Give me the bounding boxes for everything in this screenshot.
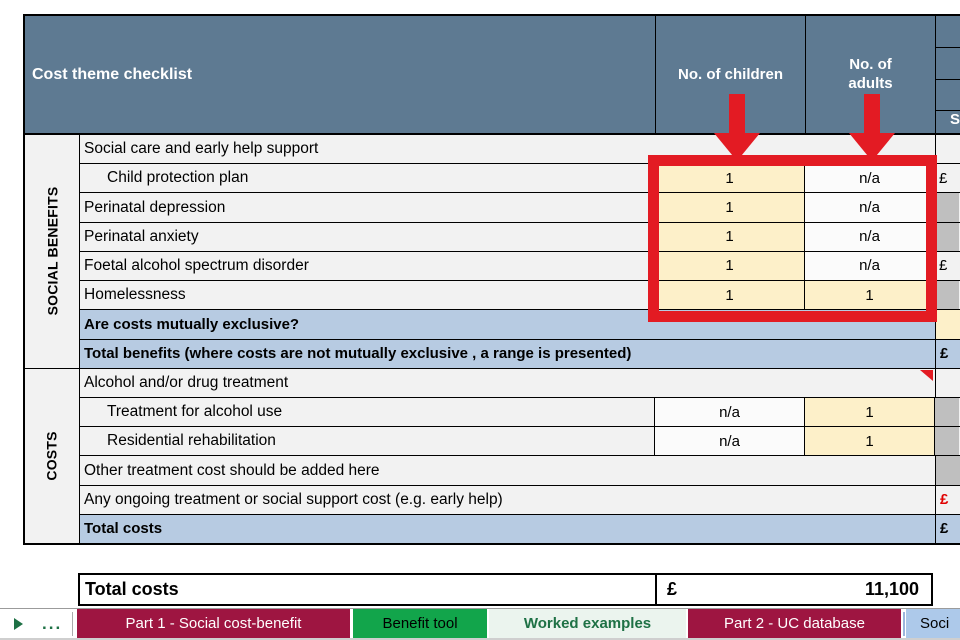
cell-blocked — [935, 456, 960, 485]
sheet-tab-part2[interactable]: Part 2 - UC database — [688, 609, 901, 638]
cell-currency-negative: £ — [935, 485, 960, 514]
sheet-tab-bar: ... Part 1 - Social cost-benefit Benefit… — [0, 608, 960, 640]
cell-currency: £ — [934, 251, 959, 281]
row-label: Any ongoing treatment or social support … — [80, 485, 935, 514]
cell-children-input[interactable]: 1 — [654, 251, 804, 281]
sheet-tab-part1[interactable]: Part 1 - Social cost-benefit — [77, 609, 350, 638]
cell-blocked — [934, 397, 959, 427]
header-subrow — [936, 16, 960, 47]
table-row-question: Are costs mutually exclusive? — [80, 309, 960, 339]
cell-adults[interactable]: n/a — [804, 193, 934, 222]
section-label-social-benefits: SOCIAL BENEFITS — [25, 135, 79, 369]
section-label-costs: COSTS — [43, 431, 60, 481]
cell-answer-input[interactable] — [935, 310, 960, 339]
col-header-children: No. of children — [655, 16, 805, 133]
table-row: Foetal alcohol spectrum disorder 1 n/a £ — [80, 250, 960, 281]
header-subrow-label: S — [936, 110, 960, 133]
cell-blocked — [934, 281, 959, 310]
row-label: Total costs — [80, 514, 935, 544]
cell-currency — [935, 368, 960, 397]
cell-children-input[interactable]: 1 — [654, 164, 804, 193]
row-label: Social care and early help support — [80, 135, 935, 164]
table-row: Any ongoing treatment or social support … — [80, 484, 960, 514]
table-header: Cost theme checklist No. of children No.… — [25, 16, 960, 135]
header-subrow — [936, 79, 960, 110]
summary-currency: £ — [667, 579, 678, 599]
table-row: Perinatal anxiety 1 n/a — [80, 221, 960, 251]
sheet-nav-arrow-icon[interactable] — [14, 618, 23, 630]
col-header-partial: S — [935, 16, 960, 133]
header-title: Cost theme checklist — [32, 65, 193, 83]
table-row: Child protection plan 1 n/a £ — [80, 163, 960, 193]
cost-theme-table: Cost theme checklist No. of children No.… — [23, 14, 960, 545]
cell-children-input[interactable]: 1 — [654, 222, 804, 251]
summary-value: £ 11,100 — [657, 575, 931, 604]
table-row: Treatment for alcohol use n/a 1 — [80, 396, 960, 427]
row-label: Residential rehabilitation — [80, 427, 654, 456]
row-label: Perinatal anxiety — [80, 222, 654, 251]
sheet-tab-benefit-tool[interactable]: Benefit tool — [353, 609, 487, 638]
tab-separator — [72, 612, 73, 636]
cell-adults-input[interactable]: 1 — [804, 397, 934, 427]
total-costs-summary: Total costs £ 11,100 — [78, 573, 933, 606]
cell-children-input[interactable]: 1 — [654, 193, 804, 222]
table-row: Perinatal depression 1 n/a — [80, 192, 960, 222]
row-label: Total benefits (where costs are not mutu… — [80, 339, 935, 368]
cell-adults[interactable]: n/a — [804, 251, 934, 281]
summary-label: Total costs — [80, 575, 657, 604]
table-row: Residential rehabilitation n/a 1 — [80, 426, 960, 456]
sheet-tab-social-partial[interactable]: Soci — [906, 609, 960, 638]
table-rows: Social care and early help support Child… — [80, 135, 960, 544]
cell-children[interactable]: n/a — [654, 427, 804, 456]
col-header-adults: No. of adults — [805, 16, 935, 133]
hidden-tabs-ellipsis[interactable]: ... — [42, 613, 63, 633]
cell-adults[interactable]: n/a — [804, 164, 934, 193]
cell-blocked — [934, 222, 959, 251]
cell-blocked — [934, 193, 959, 222]
cell-blocked — [934, 427, 959, 456]
cell-adults[interactable]: n/a — [804, 222, 934, 251]
sheet-tab-worked-examples-active[interactable]: Worked examples — [489, 609, 686, 638]
table-row: Alcohol and/or drug treatment — [80, 367, 960, 397]
cell-currency: £ — [934, 164, 959, 193]
cell-children-input[interactable]: 1 — [654, 281, 804, 310]
cell-adults-input[interactable]: 1 — [804, 281, 934, 310]
row-label: Other treatment cost should be added her… — [80, 456, 935, 485]
table-row: Homelessness 1 1 — [80, 280, 960, 310]
table-row: Social care and early help support — [80, 135, 960, 164]
table-body: SOCIAL BENEFITS COSTS Social care and ea… — [25, 135, 960, 544]
cell-children[interactable]: n/a — [654, 397, 804, 427]
row-label: Foetal alcohol spectrum disorder — [80, 251, 654, 281]
row-label: Are costs mutually exclusive? — [80, 310, 935, 339]
header-subrow — [936, 47, 960, 79]
summary-amount: 11,100 — [864, 579, 919, 599]
cell-currency: £ — [935, 339, 960, 368]
table-row-total-costs: Total costs £ — [80, 513, 960, 544]
row-label: Treatment for alcohol use — [80, 397, 654, 427]
section-strip: SOCIAL BENEFITS COSTS — [25, 135, 80, 543]
cell-adults-input[interactable]: 1 — [804, 427, 934, 456]
row-label: Alcohol and/or drug treatment — [80, 368, 935, 397]
cell-currency: £ — [935, 514, 960, 544]
row-label: Homelessness — [80, 281, 654, 310]
row-label: Child protection plan — [80, 164, 654, 193]
table-row-total-benefits: Total benefits (where costs are not mutu… — [80, 338, 960, 368]
table-row: Other treatment cost should be added her… — [80, 455, 960, 485]
row-label: Perinatal depression — [80, 193, 654, 222]
cell-currency — [935, 135, 960, 164]
tab-separator — [903, 612, 905, 636]
